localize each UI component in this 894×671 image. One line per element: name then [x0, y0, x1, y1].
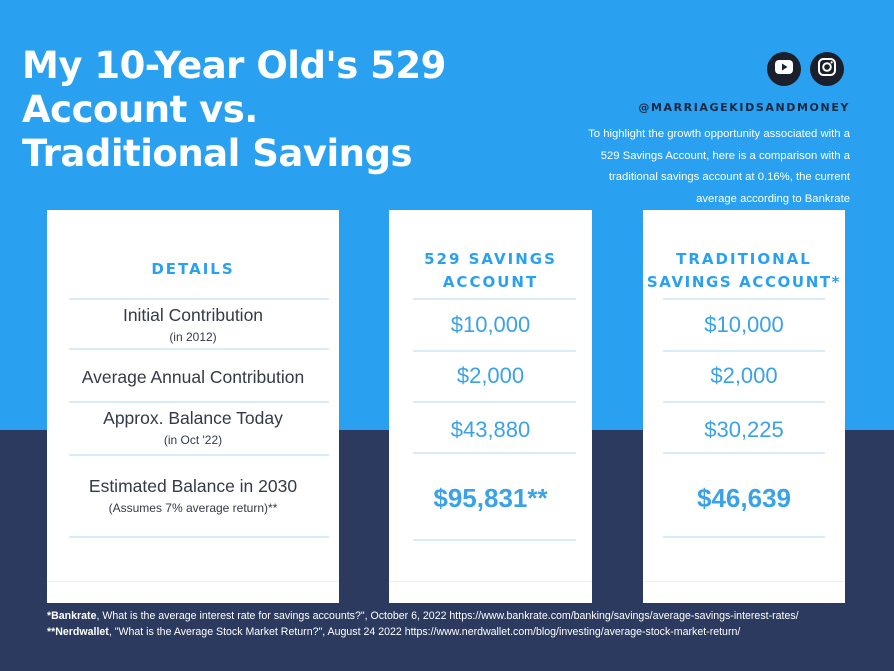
detail-label: Initial Contribution	[122, 305, 264, 325]
traditional-heading-line2: SAVINGS ACCOUNT*	[646, 273, 842, 291]
divider	[663, 350, 825, 352]
detail-row-estimated-2030: Estimated Balance in 2030 (Assumes 7% av…	[47, 475, 339, 516]
card-bottom-rule	[643, 581, 845, 582]
divider	[413, 298, 576, 300]
traditional-initial-value: $10,000	[704, 312, 784, 337]
footnote-text: , What is the average interest rate for …	[96, 610, 799, 622]
youtube-link[interactable]	[767, 52, 801, 86]
youtube-icon	[775, 59, 793, 79]
divider	[413, 452, 576, 454]
divider	[69, 298, 329, 300]
detail-label: Approx. Balance Today	[103, 408, 283, 428]
divider	[663, 298, 825, 300]
divider	[69, 348, 329, 350]
divider	[413, 350, 576, 352]
divider	[663, 401, 825, 403]
divider	[69, 536, 329, 538]
savings-529-annual-value: $2,000	[456, 363, 525, 388]
details-heading: DETAILS	[151, 260, 235, 278]
detail-row-balance-today: Approx. Balance Today (in Oct '22)	[47, 407, 339, 448]
page-title: My 10-Year Old's 529 Account vs. Traditi…	[22, 44, 446, 175]
savings-529-balance-today-value: $43,880	[450, 417, 531, 442]
detail-sublabel: (in Oct '22)	[163, 433, 223, 447]
divider	[413, 401, 576, 403]
instagram-icon	[818, 57, 836, 81]
savings-529-heading-line1: 529 SAVINGS	[424, 250, 557, 268]
divider	[663, 452, 825, 454]
savings-529-estimated-2030-value: $95,831**	[433, 483, 548, 513]
detail-row-initial: Initial Contribution (in 2012)	[47, 304, 339, 345]
traditional-balance-today-value: $30,225	[704, 417, 784, 442]
footnote-nerdwallet: **Nerdwallet, "What is the Average Stock…	[47, 624, 857, 640]
savings-529-heading: 529 SAVINGS ACCOUNT	[389, 248, 592, 294]
divider	[663, 536, 825, 538]
footnote-text: , "What is the Average Stock Market Retu…	[108, 626, 741, 638]
traditional-savings-card: TRADITIONAL SAVINGS ACCOUNT* $10,000 $2,…	[643, 210, 845, 603]
detail-sublabel: (Assumes 7% average return)**	[108, 501, 278, 515]
savings-529-initial-value: $10,000	[450, 312, 531, 337]
traditional-heading-line1: TRADITIONAL	[676, 250, 812, 268]
savings-529-card: 529 SAVINGS ACCOUNT $10,000 $2,000 $43,8…	[389, 210, 592, 603]
instagram-link[interactable]	[810, 52, 844, 86]
details-card: DETAILS Initial Contribution (in 2012) A…	[47, 210, 339, 603]
detail-label: Average Annual Contribution	[81, 367, 305, 387]
social-handle: @MARRIAGEKIDSANDMONEY	[638, 101, 850, 114]
detail-label: Estimated Balance in 2030	[88, 476, 298, 496]
intro-text: To highlight the growth opportunity asso…	[588, 128, 850, 205]
divider	[69, 454, 329, 456]
traditional-heading: TRADITIONAL SAVINGS ACCOUNT*	[643, 248, 845, 294]
traditional-estimated-2030-value: $46,639	[697, 483, 791, 513]
divider	[413, 539, 576, 541]
footnote-bankrate: *Bankrate, What is the average interest …	[47, 608, 857, 624]
footnotes: *Bankrate, What is the average interest …	[47, 608, 857, 640]
detail-row-annual: Average Annual Contribution	[47, 366, 339, 388]
traditional-annual-value: $2,000	[710, 363, 778, 388]
footnote-source: **Nerdwallet	[47, 626, 109, 638]
detail-sublabel: (in 2012)	[169, 330, 217, 344]
footnote-source: *Bankrate	[47, 610, 97, 622]
savings-529-heading-line2: ACCOUNT	[442, 273, 539, 291]
card-bottom-rule	[389, 581, 592, 582]
card-bottom-rule	[47, 581, 339, 582]
divider	[69, 401, 329, 403]
